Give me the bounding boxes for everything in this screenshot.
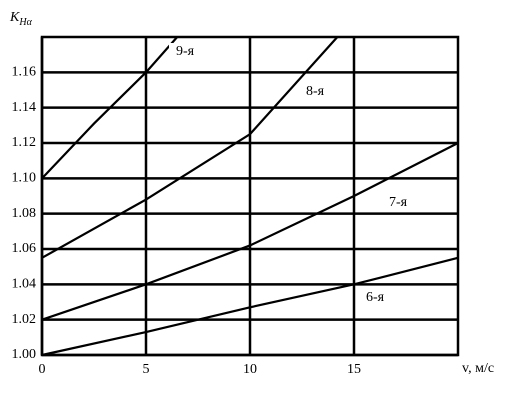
y-tick-label: 1.14 <box>12 100 37 115</box>
series-label: 9-я <box>176 44 195 59</box>
y-tick-label: 1.04 <box>12 277 37 292</box>
x-tick-label: 15 <box>347 362 361 377</box>
label-bg <box>169 43 201 61</box>
y-axis-label-sub: Hα <box>18 17 32 28</box>
y-tick-label: 1.10 <box>12 171 37 186</box>
y-tick-label: 1.00 <box>12 347 37 362</box>
label-bg <box>359 289 391 307</box>
series-line <box>41 36 179 180</box>
y-tick-label: 1.02 <box>12 312 37 327</box>
y-axis-label-main: K <box>9 10 20 25</box>
x-axis-label: v, м/с <box>462 361 494 376</box>
series-label: 8-я <box>306 84 325 99</box>
series-line <box>41 36 339 259</box>
series-line <box>41 256 459 357</box>
series-label: 6-я <box>366 290 385 305</box>
x-tick-label: 5 <box>143 362 150 377</box>
x-tick-label: 10 <box>243 362 257 377</box>
series-label: 7-я <box>389 195 408 210</box>
y-axis-label: KHα <box>9 10 33 28</box>
y-tick-label: 1.06 <box>12 241 37 256</box>
y-tick-label: 1.08 <box>12 206 37 221</box>
x-tick-label: 0 <box>39 362 46 377</box>
label-bg <box>382 194 414 212</box>
y-tick-label: 1.16 <box>12 65 37 80</box>
series-line <box>41 142 459 321</box>
y-tick-label: 1.12 <box>12 135 37 150</box>
label-bg <box>299 83 331 101</box>
